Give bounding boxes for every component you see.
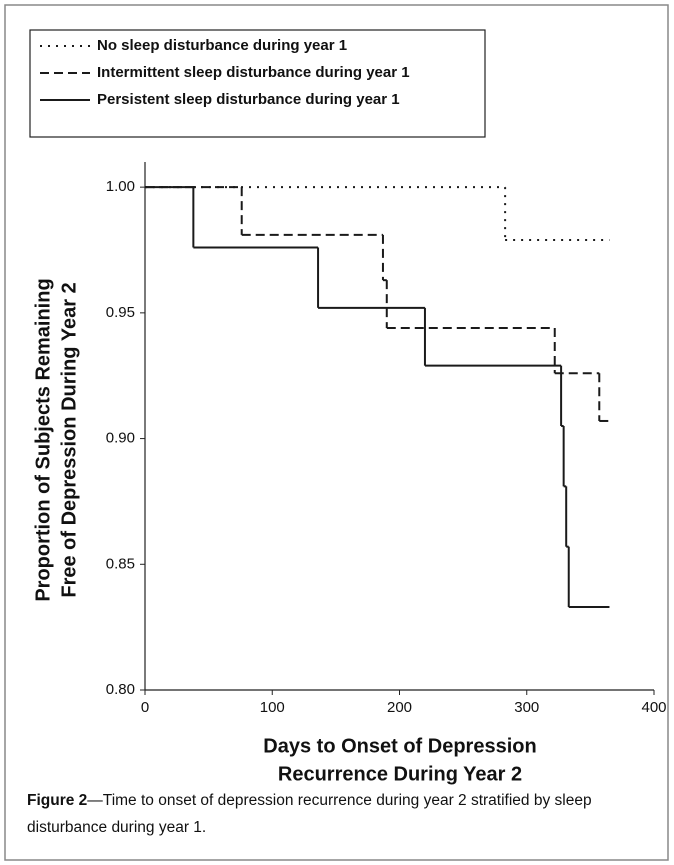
legend-label: Intermittent sleep disturbance during ye… [97, 64, 410, 81]
x-tick-label: 300 [514, 699, 539, 716]
y-tick-label: 0.95 [106, 304, 135, 321]
x-tick-label: 100 [260, 699, 285, 716]
x-tick-label: 200 [387, 699, 412, 716]
x-tick-label: 0 [141, 699, 149, 716]
legend-label: No sleep disturbance during year 1 [97, 37, 347, 54]
y-tick-label: 0.90 [106, 430, 135, 447]
x-tick-label: 400 [641, 699, 666, 716]
legend-box [29, 29, 486, 138]
y-tick-label: 0.85 [106, 555, 135, 572]
figure-border [4, 4, 669, 861]
caption-label: Figure 2 [27, 792, 88, 809]
caption-text: —Time to onset of depression recurrence … [27, 792, 592, 836]
y-tick-label: 0.80 [106, 681, 135, 698]
x-axis-label: Recurrence During Year 2 [278, 763, 522, 785]
y-axis-label: Free of Depression During Year 2 [58, 282, 80, 597]
legend-label: Persistent sleep disturbance during year… [97, 91, 400, 108]
y-tick-label: 1.00 [106, 178, 135, 195]
caption: Figure 2—Time to onset of depression rec… [27, 787, 647, 841]
x-axis-label: Days to Onset of Depression [263, 735, 536, 757]
y-axis-label: Proportion of Subjects Remaining [32, 278, 54, 601]
